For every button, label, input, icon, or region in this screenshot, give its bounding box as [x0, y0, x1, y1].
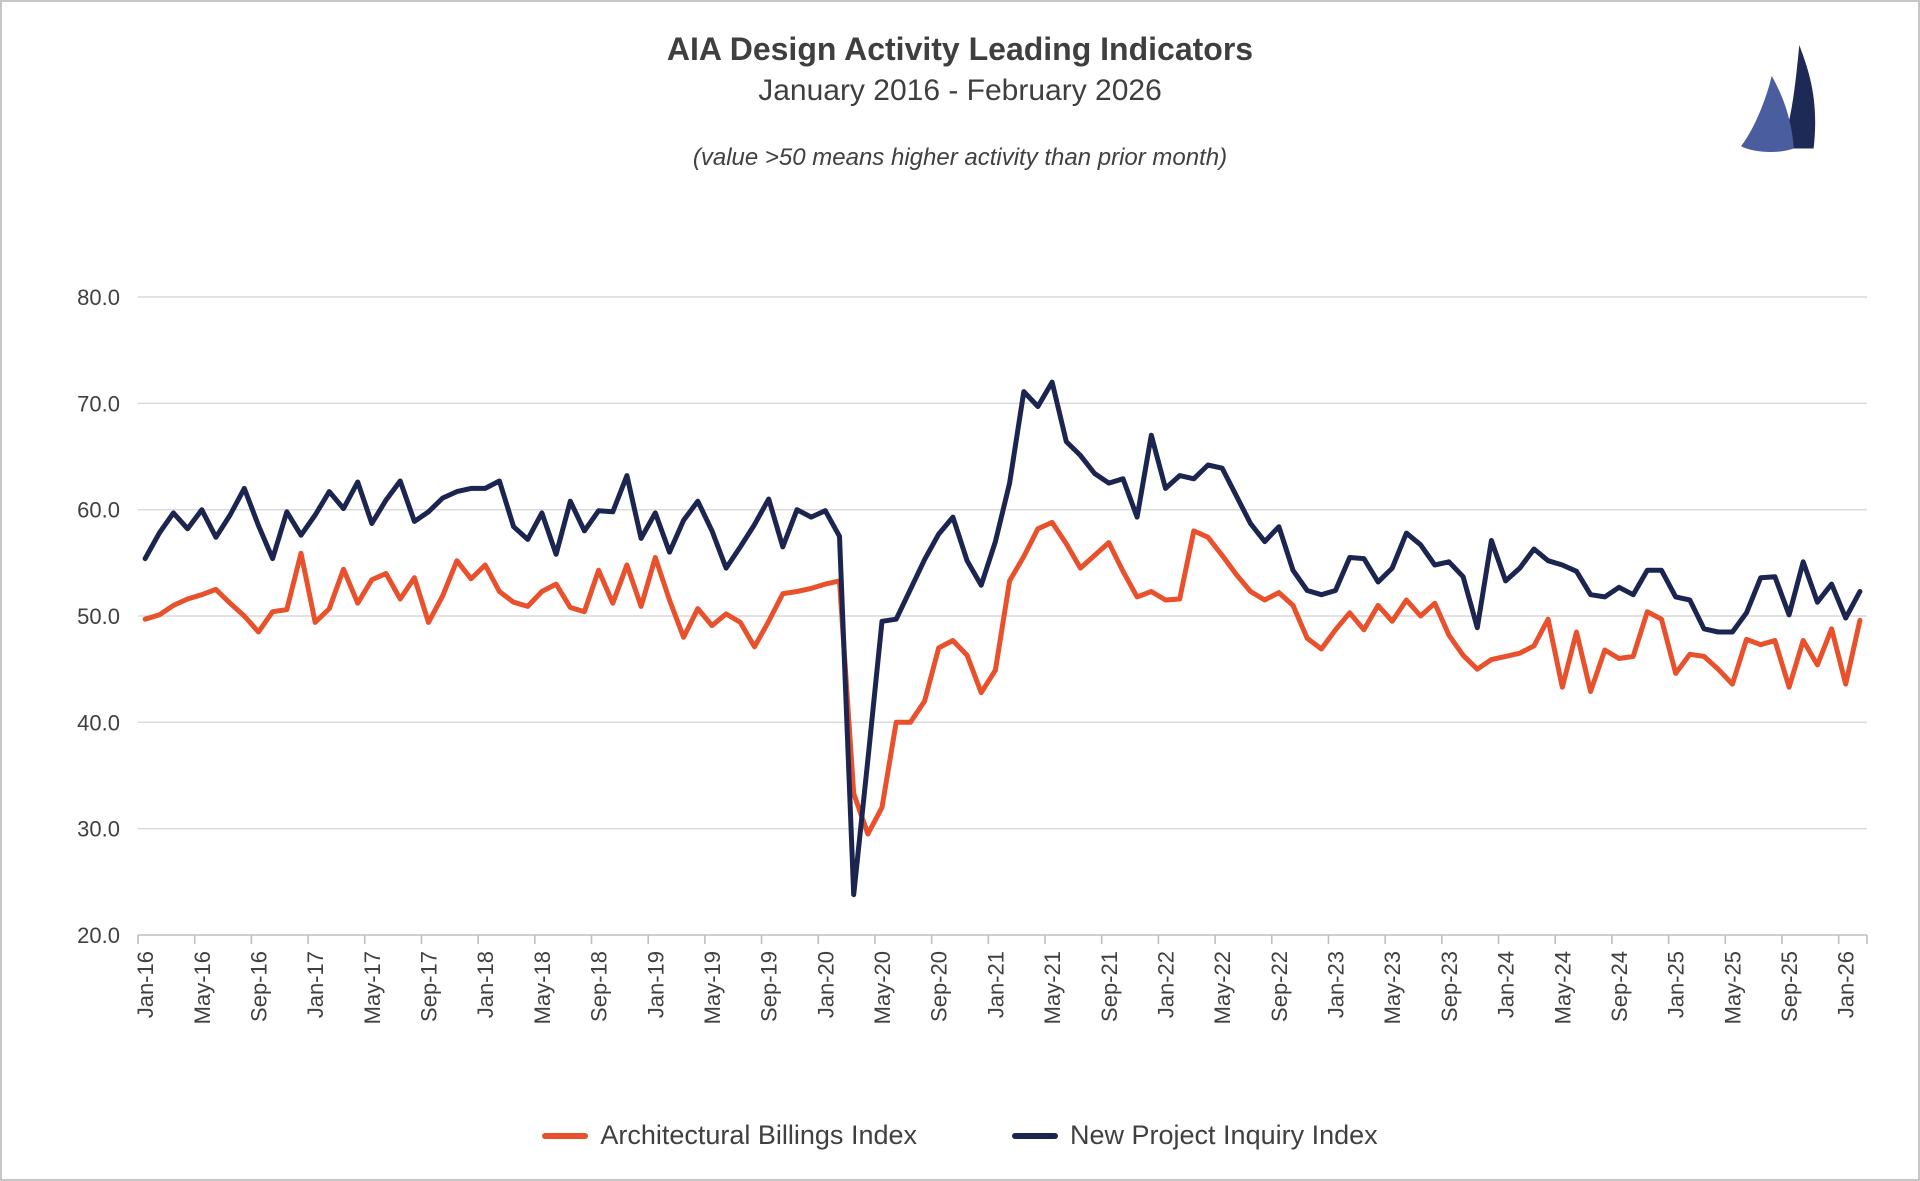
x-axis-tick-label: Sep-16	[246, 951, 271, 1022]
x-axis-tick-label: Sep-20	[927, 951, 952, 1022]
x-axis-tick-label: Jan-26	[1834, 951, 1859, 1018]
x-axis-tick-label: Sep-21	[1097, 951, 1122, 1022]
x-axis-tick-label: Jan-22	[1153, 951, 1178, 1018]
y-axis-tick-label: 50.0	[77, 604, 120, 629]
series-line-abi	[142, 519, 1863, 837]
abi-line-swatch-icon	[542, 1132, 589, 1139]
x-axis-tick-label: Jan-21	[983, 951, 1008, 1018]
twin-sails-logo-icon	[1741, 45, 1816, 153]
y-axis-tick-label: 70.0	[77, 391, 120, 416]
chart-legend: Architectural Billings Index New Project…	[2, 1120, 1918, 1151]
x-axis-tick-label: Sep-19	[757, 951, 782, 1022]
legend-item-abi: Architectural Billings Index	[542, 1120, 917, 1151]
x-axis-tick-label: May-18	[530, 951, 555, 1024]
legend-item-npi: New Project Inquiry Index	[1012, 1120, 1378, 1151]
x-axis-tick-label: May-19	[700, 951, 725, 1024]
left-sail-shape	[1741, 75, 1794, 153]
x-axis-tick-label: Jan-23	[1324, 951, 1349, 1018]
y-axis-tick-label: 30.0	[77, 817, 120, 842]
x-axis-tick-label: Sep-22	[1267, 951, 1292, 1022]
npi-line-swatch-icon	[1012, 1132, 1058, 1139]
x-axis-tick-label: Jan-16	[133, 951, 158, 1018]
x-axis-tick-label: Sep-24	[1607, 951, 1632, 1022]
x-axis-tick-label: Sep-25	[1777, 951, 1802, 1022]
y-axis-tick-label: 40.0	[77, 710, 120, 735]
x-axis-tick-label: Jan-20	[813, 951, 838, 1018]
x-axis-tick-label: Jan-19	[643, 951, 668, 1018]
x-axis-tick-label: May-23	[1380, 951, 1405, 1024]
x-axis-tick-label: May-20	[870, 951, 895, 1024]
x-axis-tick-label: Jan-18	[473, 951, 498, 1018]
x-axis-tick-label: May-22	[1210, 951, 1235, 1024]
page-subtitle: January 2016 - February 2026	[758, 74, 1162, 108]
series-line-npi	[142, 379, 1863, 898]
legend-label-npi: New Project Inquiry Index	[1070, 1120, 1378, 1150]
right-sail-shape	[1781, 45, 1816, 149]
x-axis-tick-label: May-24	[1550, 951, 1575, 1024]
x-axis-tick-label: Jan-17	[303, 951, 328, 1018]
x-axis-tick-label: May-21	[1040, 951, 1065, 1024]
y-axis-tick-label: 20.0	[77, 923, 120, 948]
x-axis-tick-label: Sep-17	[417, 951, 442, 1022]
x-axis-tick-label: Sep-23	[1437, 951, 1462, 1022]
x-axis-tick-label: May-16	[190, 951, 215, 1024]
x-axis-tick-label: Jan-24	[1494, 951, 1519, 1018]
page-title: AIA Design Activity Leading Indicators	[666, 31, 1254, 67]
chart-header: AIA Design Activity Leading Indicators J…	[2, 28, 1918, 112]
y-axis-tick-label: 60.0	[77, 498, 120, 523]
x-axis-tick-label: Sep-18	[587, 951, 612, 1022]
x-axis-tick-label: May-17	[360, 951, 385, 1024]
chart-note: (value >50 means higher activity than pr…	[692, 144, 1228, 171]
x-axis-tick-label: Jan-25	[1664, 951, 1689, 1018]
x-axis-tick-label: May-25	[1720, 951, 1745, 1024]
y-axis-tick-label: 80.0	[77, 285, 120, 310]
legend-label-abi: Architectural Billings Index	[600, 1120, 917, 1150]
